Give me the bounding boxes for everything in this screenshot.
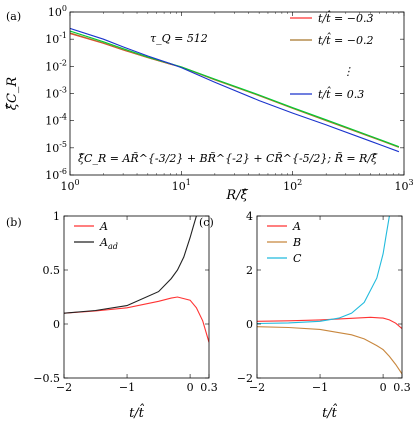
x-tick-label: 102 [283,178,302,193]
y-tick-label: −2 [237,372,253,385]
panel-c: −2 −1 0 0.3 −2 0 2 4 (c) t/t̂ ABC [199,210,411,421]
y-tick-label: 10-4 [45,113,67,128]
legend-ellipsis: ⋮ [343,65,354,78]
tau-annotation: τ_Q = 512 [150,32,208,45]
series-line-3 [70,30,400,148]
x-tick-label: 0 [187,381,194,394]
y-tick-label: 10-6 [45,167,67,182]
legend-label: t/t̂ = −0.3 [318,11,373,25]
legend-label: t/t̂ = 0.3 [318,87,364,101]
formula-annotation: ξ̂C_R = AR̃^{-3/2} + BR̃^{-2} + CR̃^{-5/… [78,152,378,165]
legend-label: B [292,236,301,249]
x-tick-label: 100 [60,178,79,193]
x-tick-label: 0 [380,381,387,394]
panel-b: −2 −1 0 0.3 −0.5 0 0.5 1 (b) t/t̂ A Aad [6,210,218,421]
series-line-3 [257,216,390,325]
legend-label: Aad [99,236,118,251]
series-line-2 [64,216,197,314]
panel-label: (c) [199,216,214,229]
x-tick-label: 0.3 [393,381,411,394]
x-tick-label: 0.3 [200,381,218,394]
legend-label: A [99,220,108,233]
x-tick-label: −1 [119,381,135,394]
legend-label: t/t̂ = −0.2 [318,33,373,47]
y-tick-label: 10-3 [45,86,67,101]
y-tick-label: −0.5 [33,372,60,385]
series-group [257,216,402,375]
x-axis-label: t/t̂ [322,403,338,421]
x-tick-label: 101 [172,178,191,193]
series-line-4 [70,27,400,153]
y-axis-label: ξ̂C_R [5,77,20,111]
y-tick-label: 2 [246,264,253,277]
series-line-1 [64,296,209,343]
series-group [64,216,209,343]
plot-frame [256,215,403,379]
y-tick-label: 0 [53,318,60,331]
y-tick-label: 0.5 [43,264,61,277]
series-line-1 [257,316,402,330]
x-axis-label: t/t̂ [129,403,145,421]
series-group [70,27,400,153]
plot-frame [63,215,210,379]
panel-label: (a) [6,10,21,23]
panel-label: (b) [6,216,22,229]
y-tick-label: 100 [48,4,67,19]
panel-a: 100 101 102 103 100 10-1 10-2 10-3 10-4 10-5 10-6 (… [5,4,414,203]
x-tick-label: −2 [56,381,72,394]
x-axis-label: R/ξ̂ [225,188,248,203]
y-tick-label: 10-5 [45,140,67,155]
series-line-2 [257,326,402,375]
y-tick-label: 1 [53,210,60,223]
legend-label: A [292,220,301,233]
y-tick-label: 4 [246,210,253,223]
x-tick-label: 103 [394,178,413,193]
y-tick-label: 10-2 [45,58,67,73]
legend-label: C [293,252,302,265]
x-tick-label: −2 [249,381,265,394]
y-tick-label: 0 [246,318,253,331]
y-tick-label: 10-1 [45,31,67,46]
x-tick-label: −1 [312,381,328,394]
